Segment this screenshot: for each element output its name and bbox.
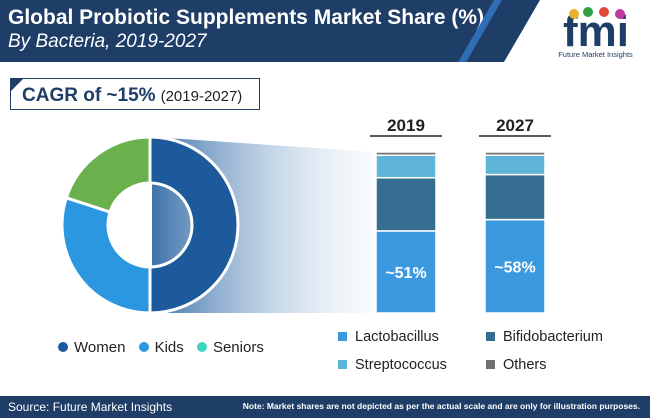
note-text: Note: Market shares are not depicted as … (242, 401, 640, 411)
legend-label-kids: Kids (154, 339, 184, 356)
legend-label-women: Women (74, 339, 126, 356)
legend-item-others: Others (486, 357, 547, 373)
legend-swatch-others (486, 360, 495, 369)
chart-subtitle: By Bacteria, 2019-2027 (8, 31, 207, 52)
donut-slice-women (148, 135, 240, 315)
legend-item-bifidobacterium: Bifidobacterium (486, 329, 603, 345)
fmi-logo-icon: fmi (563, 7, 629, 52)
donut-slice-seniors (64, 135, 152, 214)
legend-label-bifidobacterium: Bifidobacterium (503, 329, 603, 345)
bar-segment-others-2027 (484, 151, 546, 156)
legend-swatch-streptococcus (338, 360, 347, 369)
chart-title: Global Probiotic Supplements Market Shar… (8, 6, 485, 29)
legend-swatch-lactobacillus (338, 332, 347, 341)
donut-chart (60, 135, 240, 315)
bar-value-label-2027: ~58% (494, 259, 535, 276)
legend-label-seniors: Seniors (212, 339, 264, 356)
bar-segment-bifidobacterium-2019 (375, 177, 437, 232)
bar-segment-bifidobacterium-2027 (484, 173, 546, 221)
logo-tagline: Future Market Insights (558, 50, 633, 59)
legend-swatch-bifidobacterium (486, 332, 495, 341)
stacked-bar-chart: ~51% 2019 ~58% 2027 (370, 116, 551, 314)
legend-label-others: Others (503, 357, 547, 373)
logo-panel (540, 0, 650, 62)
legend-item-streptococcus: Streptococcus (338, 357, 447, 373)
bar-value-label-2019: ~51% (385, 265, 426, 282)
cagr-label: CAGR of ~15% (22, 85, 156, 106)
header-banner: Global Probiotic Supplements Market Shar… (0, 0, 650, 62)
bar-category-label-2027: 2027 (496, 116, 534, 135)
legend-item-women: Women (58, 339, 125, 356)
donut-legend: Women Kids Seniors (58, 339, 273, 356)
cagr-box (10, 78, 260, 110)
bar-segment-others-2019 (375, 151, 437, 156)
legend-swatch-women (58, 342, 68, 352)
legend-swatch-seniors (196, 342, 207, 352)
legend-label-lactobacillus: Lactobacillus (355, 329, 439, 345)
bar-category-label-2019: 2019 (387, 116, 425, 135)
logo-slant (504, 0, 540, 62)
chart-canvas: ~51% 2019 ~58% 2027 (60, 116, 551, 315)
cagr-period: (2019-2027) (160, 88, 243, 105)
bar-segment-streptococcus-2027 (484, 154, 546, 176)
bar-segment-streptococcus-2019 (375, 154, 437, 179)
bar-segment-lactobacillus-2027 (484, 218, 546, 314)
legend-label-streptococcus: Streptococcus (355, 357, 447, 373)
cagr-text: CAGR of ~15% (2019-2027) (22, 84, 242, 108)
legend-item-lactobacillus: Lactobacillus (338, 329, 439, 345)
footer-bar: Source: Future Market Insights Note: Mar… (0, 396, 650, 418)
legend-item-seniors: Seniors (196, 339, 264, 356)
legend-item-kids: Kids (138, 339, 184, 356)
legend-swatch-kids (138, 342, 149, 352)
cagr-corner (10, 78, 24, 92)
source-text: Source: Future Market Insights (8, 400, 173, 414)
donut-slice-kids (60, 195, 152, 315)
